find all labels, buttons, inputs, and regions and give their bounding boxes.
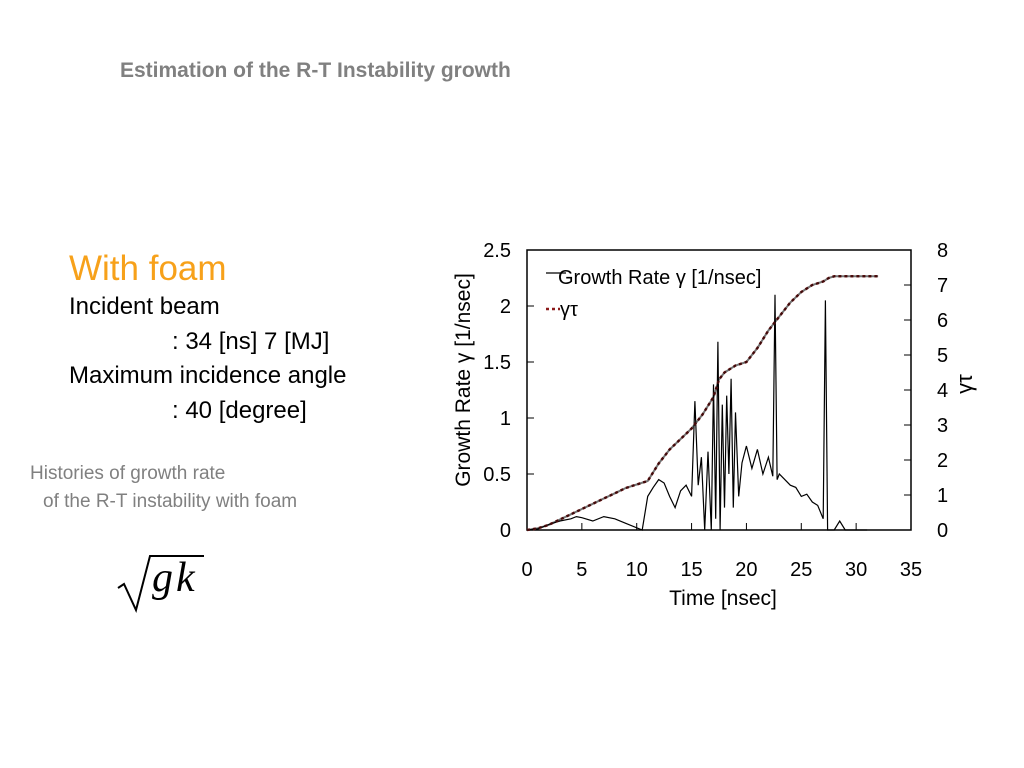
x-tick-label: 0 <box>521 559 532 581</box>
legend-label-growth: Growth Rate γ [1/nsec] <box>558 267 761 289</box>
caption-line-2: of the R-T instability with foam <box>43 491 298 512</box>
max-angle-value: : 40 [degree] <box>172 396 307 424</box>
y2-tick-label: 6 <box>937 310 948 332</box>
x-axis-label: Time [nsec] <box>669 587 777 610</box>
x-tick-label: 15 <box>680 559 702 581</box>
sqrt-sign-icon <box>117 555 204 613</box>
y-tick-label: 0.5 <box>483 464 511 486</box>
y-tick-label: 1 <box>500 408 511 430</box>
figure-caption: Histories of growth rate of the R-T inst… <box>30 460 297 516</box>
slide-title: Estimation of the R-T Instability growth <box>120 59 511 82</box>
legend: Growth Rate γ [1/nsec] γτ <box>546 267 761 321</box>
y2-axis-label: γτ <box>952 374 977 394</box>
x-tick-label: 20 <box>735 559 757 581</box>
series-gamma-tau-overlay <box>526 275 879 531</box>
x-tick-label: 5 <box>576 559 587 581</box>
y2-tick-label: 2 <box>937 450 948 472</box>
x-tick-label: 10 <box>626 559 648 581</box>
y2-tick-label: 0 <box>937 520 948 542</box>
caption-line-1: Histories of growth rate <box>30 463 226 484</box>
y2-tick-label: 5 <box>937 345 948 367</box>
y2-tick-label: 8 <box>937 240 948 262</box>
y2-tick-label: 4 <box>937 380 948 402</box>
incident-beam-label: Incident beam <box>69 293 220 320</box>
incident-beam-value: : 34 [ns] 7 [MJ] <box>172 327 330 355</box>
max-angle-label: Maximum incidence angle <box>69 362 347 389</box>
series-growth-rate-line <box>526 294 868 531</box>
formula-expression: gk <box>152 555 198 601</box>
y2-tick-label: 1 <box>937 485 948 507</box>
y-tick-label: 2 <box>500 296 511 318</box>
x-tick-label: 35 <box>900 559 922 581</box>
y2-tick-label: 3 <box>937 415 948 437</box>
heading-with-foam: With foam <box>69 249 227 288</box>
y-axis-label: Growth Rate γ [1/nsec] <box>452 273 475 487</box>
legend-label-gamma-tau: γτ <box>560 299 578 321</box>
y-tick-label: 0 <box>500 520 511 542</box>
x-tick-label: 25 <box>790 559 812 581</box>
y-tick-label: 1.5 <box>483 352 511 374</box>
beam-info: With foam Incident beam : 34 [ns] 7 [MJ]… <box>69 248 346 428</box>
sqrt-gk-formula: gk <box>114 548 214 618</box>
y-tick-label: 2.5 <box>483 240 511 262</box>
x-tick-label: 30 <box>845 559 867 581</box>
y2-tick-label: 7 <box>937 275 948 297</box>
